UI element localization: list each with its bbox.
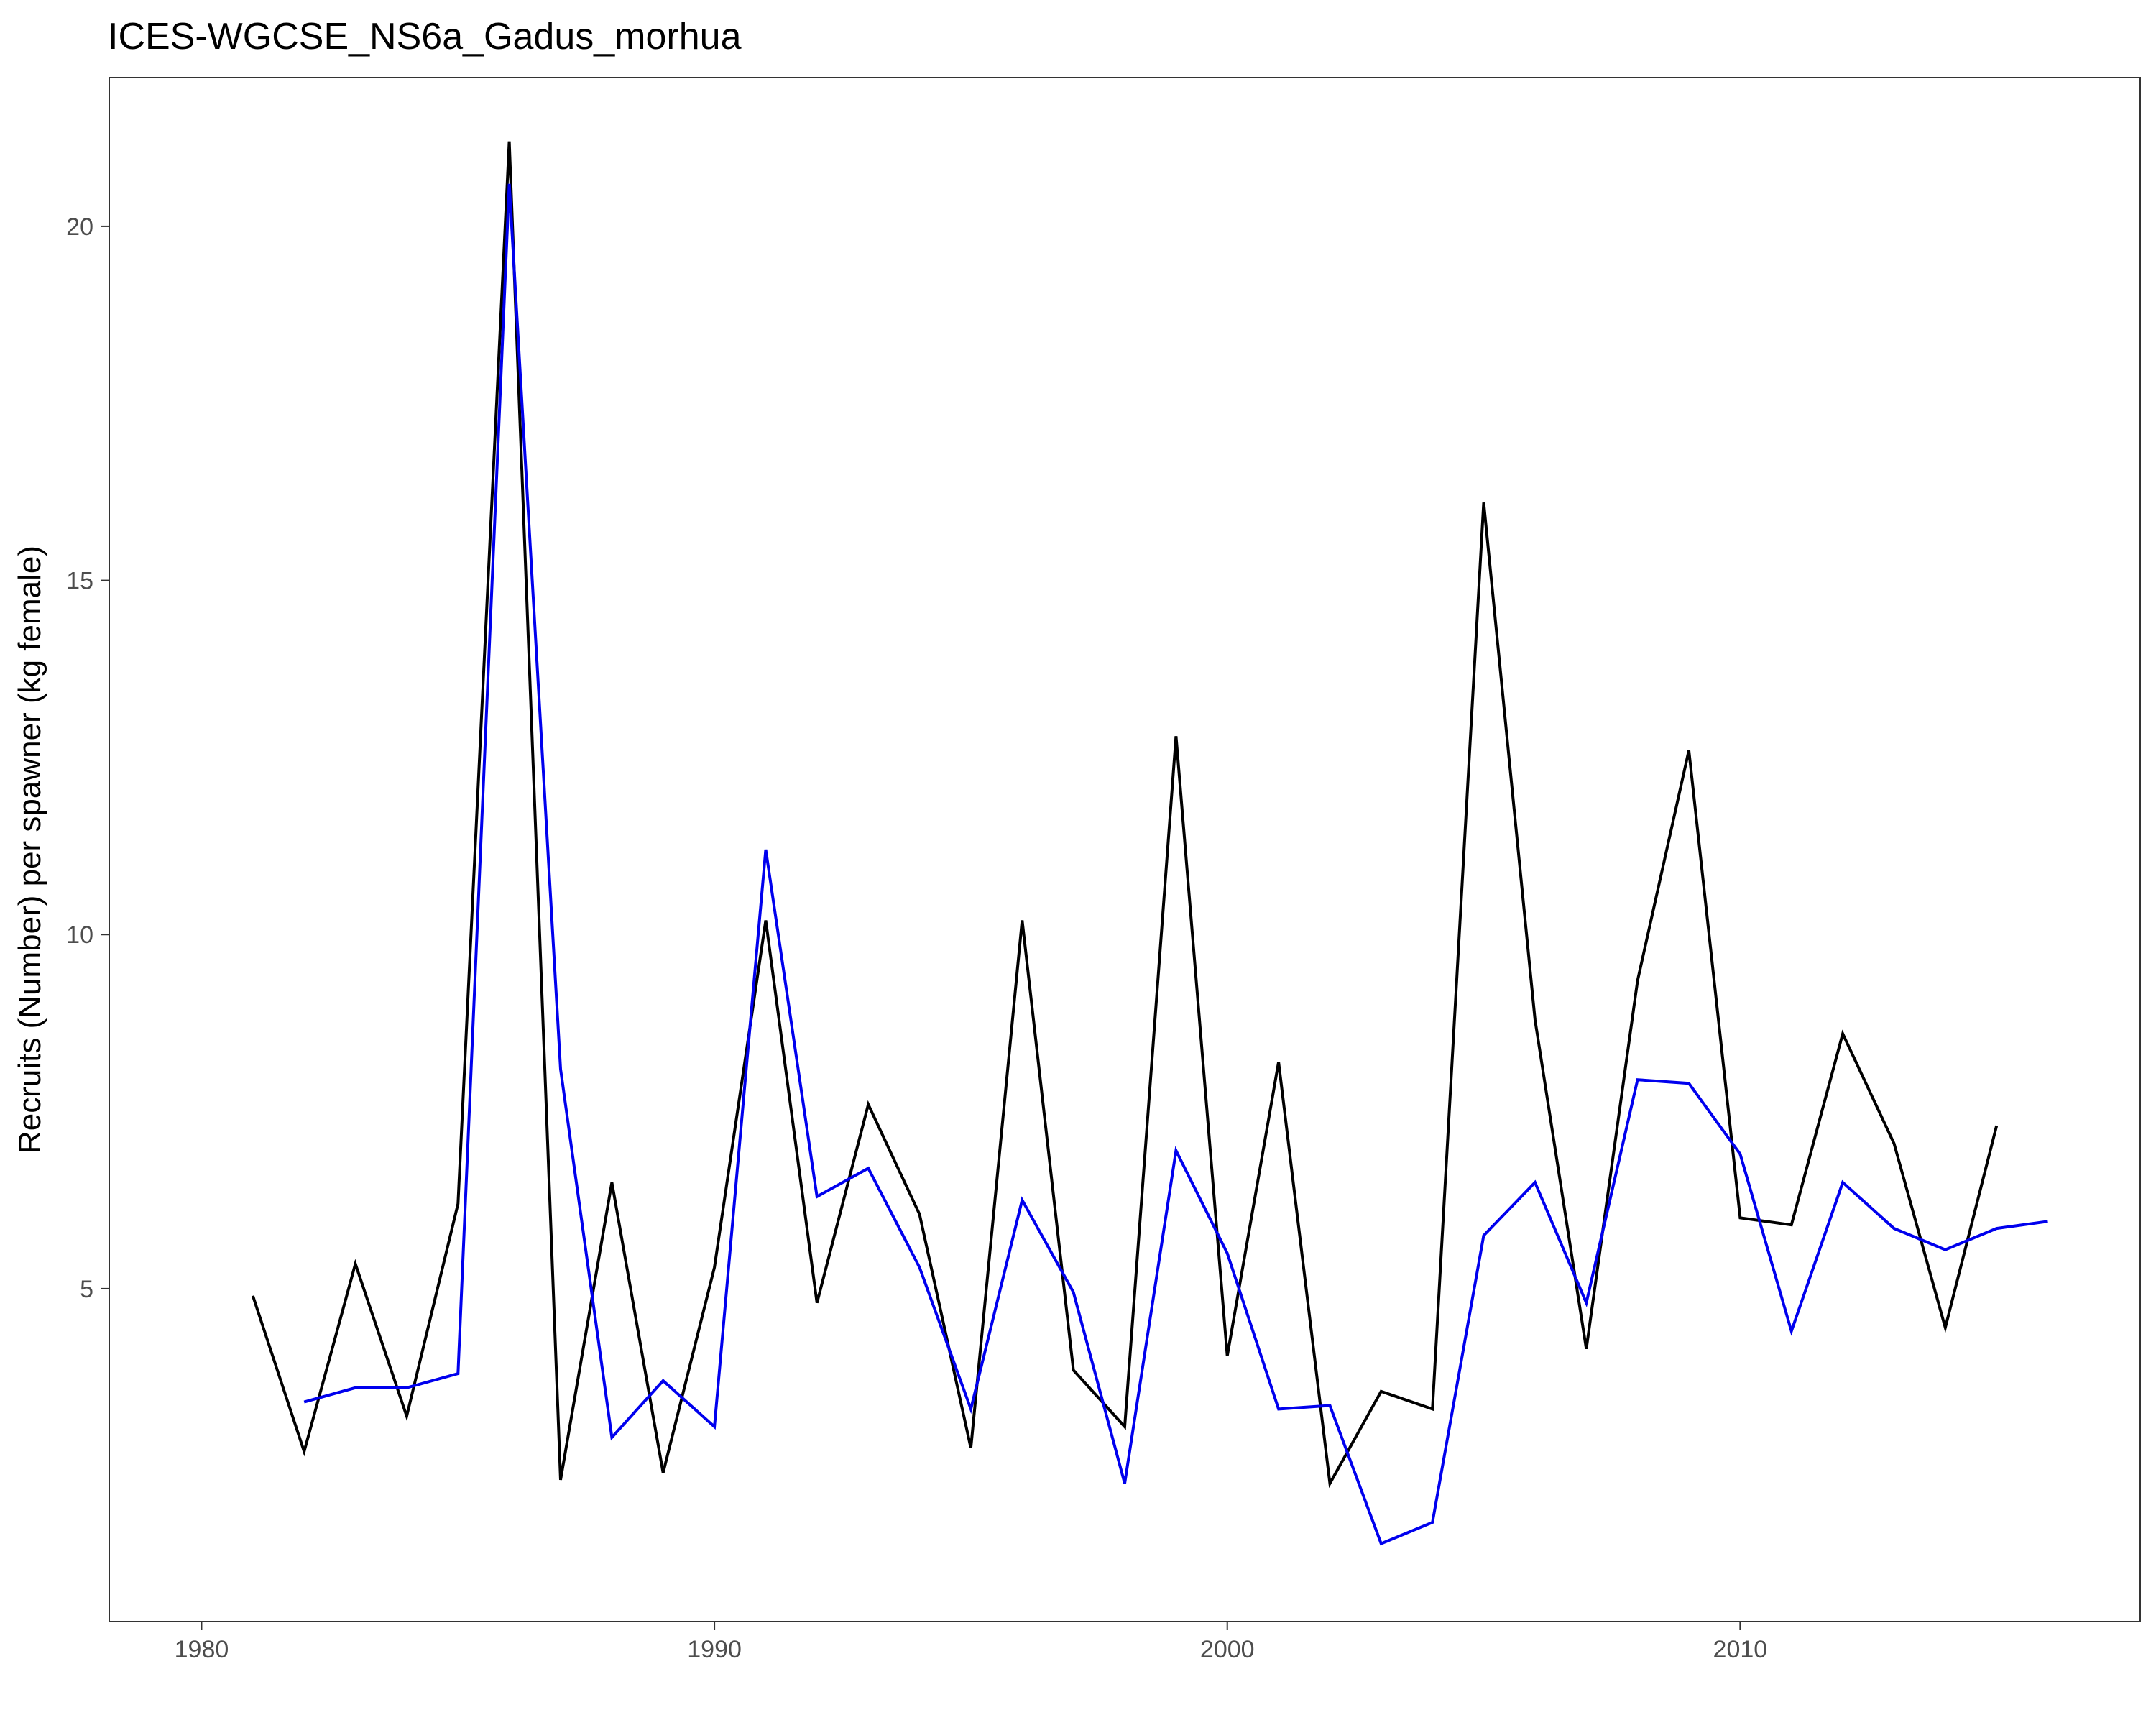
chart-title: ICES-WGCSE_NS6a_Gadus_morhua — [108, 16, 742, 58]
y-tick-label: 5 — [80, 1276, 93, 1303]
series-layer — [251, 141, 2048, 1546]
x-tick-label: 2010 — [1713, 1636, 1768, 1663]
y-tick-label: 10 — [66, 921, 93, 949]
x-tick-label: 1990 — [687, 1636, 742, 1663]
y-tick-label: 15 — [66, 568, 93, 595]
series-line-blue — [303, 183, 2048, 1546]
plot-panel — [109, 77, 2141, 1622]
y-tick-label: 20 — [66, 213, 93, 241]
y-axis-label: Recruits (Number) per spawner (kg female… — [12, 546, 47, 1154]
x-tick-label: 2000 — [1200, 1636, 1255, 1663]
x-axis: 1980 1990 2000 2010 — [175, 1622, 1768, 1663]
x-tick-label: 1980 — [175, 1636, 229, 1663]
y-axis: 5 10 15 20 — [66, 213, 109, 1303]
series-line-black — [251, 141, 1999, 1489]
